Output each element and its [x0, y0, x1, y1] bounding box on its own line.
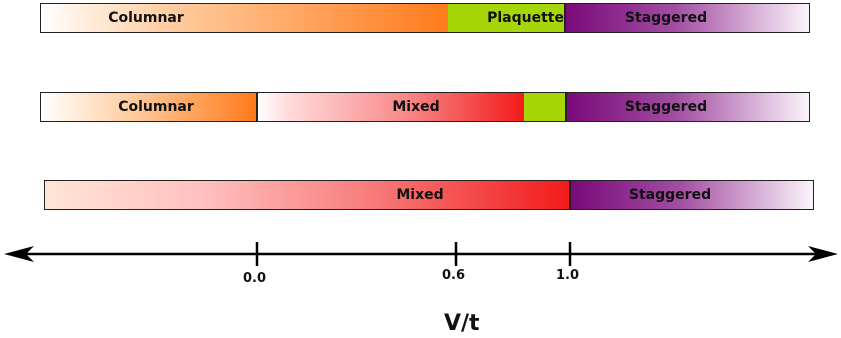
- staggered-label: Staggered: [628, 187, 712, 203]
- staggered-region: [571, 181, 813, 209]
- phase-bar-3: Mixed Staggered: [44, 180, 814, 210]
- plaquette-region: [448, 4, 564, 32]
- left-arrow-icon: [4, 246, 34, 262]
- staggered-region: [566, 4, 809, 32]
- axis-title: V/t: [444, 311, 480, 336]
- boundary-line: [564, 4, 566, 32]
- plaquette-region: [524, 93, 565, 121]
- tick-label-0: 0.0: [243, 271, 267, 286]
- phase-bar-1: Columnar Plaquette Staggered: [40, 3, 810, 33]
- staggered-label: Staggered: [624, 10, 708, 26]
- right-arrow-icon: [808, 246, 838, 262]
- plaquette-label: Plaquette: [487, 10, 564, 26]
- mixed-region: [45, 181, 569, 209]
- staggered-label: Staggered: [624, 99, 708, 115]
- axis-line: [4, 242, 838, 266]
- boundary-line: [565, 93, 567, 121]
- columnar-label: Columnar: [108, 10, 184, 26]
- columnar-label: Columnar: [118, 99, 194, 115]
- columnar-region: [41, 93, 256, 121]
- columnar-region: [41, 4, 448, 32]
- staggered-region: [567, 93, 809, 121]
- tick-label-1: 0.6: [442, 268, 466, 283]
- mixed-region: [258, 93, 524, 121]
- boundary-line: [256, 93, 258, 121]
- mixed-label: Mixed: [396, 187, 444, 203]
- tick-label-2: 1.0: [556, 268, 580, 283]
- boundary-line: [569, 181, 571, 209]
- mixed-label: Mixed: [392, 99, 440, 115]
- phase-bar-2: Columnar Mixed Staggered: [40, 92, 810, 122]
